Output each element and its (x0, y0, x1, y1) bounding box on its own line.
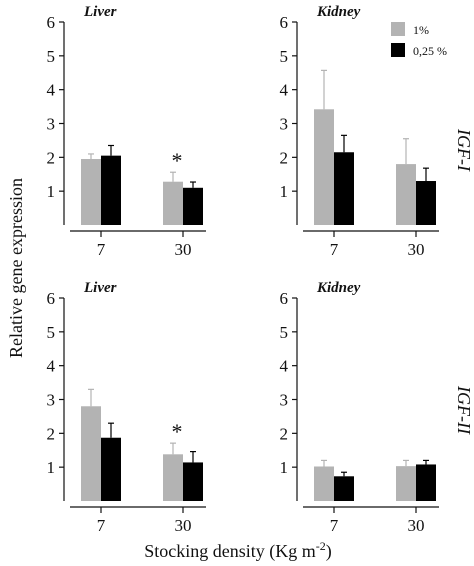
x-axis-label-exponent: -2 (316, 539, 326, 553)
row-label-igf1: IGF-I (454, 128, 474, 172)
y-tick-label: 3 (47, 115, 56, 134)
x-tick-label: 30 (408, 240, 425, 259)
row-label-igf2: IGF-II (454, 385, 474, 435)
y-tick-label: 5 (280, 47, 289, 66)
bar-1pct-30 (163, 181, 183, 225)
svg-text:Stocking density (Kg m-2): Stocking density (Kg m-2) (144, 539, 332, 562)
y-tick-label: 1 (280, 182, 289, 201)
x-axis-label: Stocking density (Kg m-2) (144, 539, 332, 562)
panel-title: Liver (83, 280, 117, 296)
y-tick-label: 6 (280, 289, 289, 308)
significance-marker: * (172, 419, 183, 444)
y-tick-label: 5 (47, 47, 56, 66)
panel-liver-igf-ii: 1 2 3 4 5 6 Liver 7 30 * (47, 280, 206, 535)
y-tick-label: 2 (47, 424, 56, 443)
x-axis-label-close: ) (326, 541, 332, 562)
panel-kidney-igf-i: 1 2 3 4 5 6 Kidney 7 30 (280, 4, 439, 259)
y-tick-label: 4 (280, 81, 289, 100)
y-tick-label: 4 (47, 357, 56, 376)
bar-1pct-30 (396, 164, 416, 225)
bar-1pct-30 (396, 466, 416, 501)
bar-025pct-30 (416, 181, 436, 225)
bar-025pct-7 (334, 476, 354, 501)
x-tick-label: 7 (330, 516, 339, 535)
x-tick-label: 7 (330, 240, 339, 259)
y-tick-label: 3 (280, 391, 289, 410)
bar-1pct-7 (81, 406, 101, 501)
legend: 1% 0,25 % (391, 22, 447, 58)
y-tick-label: 5 (47, 323, 56, 342)
legend-label-1pct: 1% (413, 23, 429, 37)
y-tick-label: 2 (280, 424, 289, 443)
bar-025pct-7 (334, 152, 354, 225)
y-tick-label: 1 (47, 458, 56, 477)
bar-025pct-30 (183, 462, 203, 501)
y-tick-label: 5 (280, 323, 289, 342)
y-tick-label: 3 (47, 391, 56, 410)
panel-liver-igf-i: 1 2 3 4 5 6 Liver 7 30 * (47, 4, 206, 259)
bar-025pct-7 (101, 437, 121, 501)
x-axis-label-main: Stocking density (Kg m (144, 541, 316, 562)
y-tick-label: 1 (280, 458, 289, 477)
panel-title: Kidney (316, 280, 361, 296)
legend-swatch-025pct (391, 43, 405, 57)
y-axis-label: Relative gene expression (6, 178, 26, 358)
x-tick-label: 7 (97, 516, 106, 535)
x-tick-label: 7 (97, 240, 106, 259)
chart-panels: 1 2 3 4 5 6 Liver 7 30 * 1 2 3 4 5 6 Kidney 7 30 1 2 3 4 5 6 Live… (47, 4, 439, 535)
legend-label-025pct: 0,25 % (413, 44, 447, 58)
bar-025pct-30 (416, 464, 436, 501)
y-tick-label: 3 (280, 115, 289, 134)
bar-025pct-30 (183, 187, 203, 225)
y-tick-label: 1 (47, 182, 56, 201)
bar-1pct-7 (314, 109, 334, 225)
legend-swatch-1pct (391, 22, 405, 36)
panel-title: Kidney (316, 4, 361, 20)
y-tick-label: 6 (280, 13, 289, 32)
y-tick-label: 4 (280, 357, 289, 376)
panel-title: Liver (83, 4, 117, 20)
y-tick-label: 2 (280, 148, 289, 167)
bar-025pct-7 (101, 155, 121, 225)
y-tick-label: 6 (47, 13, 56, 32)
bar-1pct-30 (163, 454, 183, 501)
panel-kidney-igf-ii: 1 2 3 4 5 6 Kidney 7 30 (280, 280, 439, 535)
x-tick-label: 30 (408, 516, 425, 535)
x-tick-label: 30 (175, 240, 192, 259)
significance-marker: * (172, 148, 183, 173)
y-tick-label: 4 (47, 81, 56, 100)
bar-1pct-7 (81, 159, 101, 225)
y-tick-label: 6 (47, 289, 56, 308)
bar-1pct-7 (314, 466, 334, 501)
x-tick-label: 30 (175, 516, 192, 535)
y-tick-label: 2 (47, 148, 56, 167)
